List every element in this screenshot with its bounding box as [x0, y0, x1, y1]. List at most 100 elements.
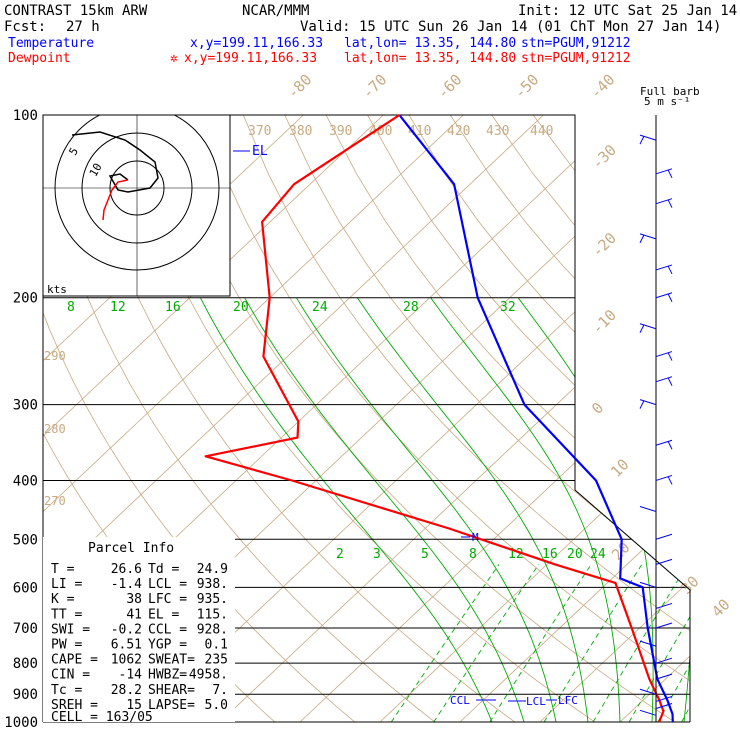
temp-legend-latlon: lat,lon= 13.35, 144.80: [344, 36, 516, 51]
dry-adiabat-line: [657, 115, 690, 722]
mixing-ratio-line: [489, 564, 592, 722]
header: CONTRAST 15km ARW NCAR/MMM Init: 12 UTC …: [4, 3, 737, 66]
theta-label: 410: [408, 124, 431, 139]
parcel-row-label: YGP =: [148, 638, 187, 653]
isotherm-line: [700, 115, 740, 722]
wind-barb-feather: [667, 352, 673, 361]
wind-barb-feather: [667, 199, 673, 208]
parcel-row-value: 15: [126, 698, 142, 713]
moist-adiabat-label: 8: [67, 300, 75, 315]
dry-adiabat-line: [574, 115, 690, 722]
moist-adiabat-label: 16: [165, 300, 181, 315]
level-markers: EL M CCL LCL LFC: [233, 144, 578, 708]
pressure-label-500: 500: [13, 532, 38, 548]
wind-barb: [655, 622, 673, 629]
theta-label: 400: [369, 124, 392, 139]
dry-adiabat-line: [242, 115, 690, 722]
parcel-row-label: SREH =: [51, 698, 98, 713]
isotherm-line: [219, 115, 690, 722]
temp-legend-xy: x,y=199.11,166.33: [190, 36, 323, 51]
dewpoint-line: [204, 114, 665, 723]
parcel-row-label: CAPE =: [51, 653, 98, 668]
hodograph-trace-lower: [102, 179, 129, 221]
mixing-ratio-label: 8: [469, 547, 477, 562]
theta-label: 430: [486, 124, 509, 139]
parcel-row-label: PW =: [51, 638, 82, 653]
pressure-label-700: 700: [13, 621, 38, 637]
parcel-row-value: 5.0: [205, 698, 228, 713]
isotherm-line: [379, 115, 690, 722]
parcel-row-label: CCL =: [148, 622, 187, 637]
wind-barb-feather: [639, 135, 645, 145]
moist-adiabat-line: [200, 297, 493, 722]
wind-barb-feather: [639, 234, 645, 244]
parcel-row-value: 115.: [197, 607, 228, 622]
parcel-row-value: 28.2: [111, 683, 142, 698]
barb-legend-title: Full barb: [640, 85, 700, 98]
hodograph-unit: kts: [47, 283, 67, 296]
pressure-label-100: 100: [13, 108, 38, 124]
wind-barb: [639, 640, 657, 647]
barb-legend-unit: 5 m s⁻¹: [644, 95, 690, 108]
theta-label: 440: [530, 124, 553, 139]
dew-legend-label: Dewpoint: [8, 51, 71, 66]
parcel-row-label: LI =: [51, 577, 82, 592]
pressure-label-200: 200: [13, 291, 38, 307]
hodograph-frame: [42, 114, 231, 297]
moist-adiabat-line: [716, 298, 740, 722]
wind-barb-feather: [667, 265, 673, 275]
mixing-ratio-label: 5: [421, 547, 429, 562]
isotherm-label-top: -70: [359, 70, 391, 102]
wind-barb: [655, 198, 673, 205]
dew-legend-latlon: lat,lon= 13.35, 144.80: [344, 51, 516, 66]
ccl-marker-label: CCL: [450, 694, 470, 707]
parcel-row-label: CIN =: [51, 668, 90, 683]
wind-barb-feather: [667, 169, 673, 179]
isotherm-label-right: 40: [708, 595, 734, 621]
isotherm-label-right: 10: [607, 455, 633, 481]
parcel-row-label: SWEAT=: [148, 653, 195, 668]
wind-barbs: [639, 115, 673, 722]
moist-adiabat-label: 12: [110, 300, 126, 315]
parcel-row-value: 935.: [197, 592, 228, 607]
wind-barb-feather: [667, 377, 673, 386]
dry-adiabat-line: [201, 115, 690, 722]
isotherm-line: [43, 115, 384, 722]
isotherm-label-right: 0: [588, 399, 607, 418]
wind-barb-feather: [639, 400, 645, 409]
parcel-row-value: 938.: [197, 577, 228, 592]
dry-adiabat-line: [118, 115, 596, 722]
pressure-label-900: 900: [13, 687, 38, 703]
dry-adiabat-line: [491, 115, 690, 722]
wind-barb-feather: [639, 324, 645, 333]
isotherm-label-top: -40: [587, 70, 619, 102]
moist-adiabat-label: 32: [500, 300, 516, 315]
parcel-row-value: 6.51: [111, 638, 142, 653]
wind-barb: [655, 673, 673, 680]
parcel-row-label: T =: [51, 562, 75, 577]
parcel-info-cell: CELL = 163/05: [51, 710, 153, 725]
parcel-row-label: TT =: [51, 607, 82, 622]
dew-legend-xy: x,y=199.11,166.33: [184, 51, 317, 66]
wind-barb: [655, 558, 673, 565]
parcel-row-value: 41: [126, 607, 142, 622]
parcel-row-label: LFC =: [148, 592, 187, 607]
parcel-row-value: 38: [126, 592, 142, 607]
pressure-label-600: 600: [13, 580, 38, 596]
mixing-ratio-line: [433, 564, 540, 722]
isotherm-label-top: -50: [511, 70, 543, 102]
parcel-row-value: 24.9: [197, 562, 228, 577]
pressure-labels: 100 200 300 400 500 600 700 800 900 1000: [4, 108, 38, 731]
parcel-row-label: SHEAR=: [148, 683, 195, 698]
parcel-row-label: Tc =: [51, 683, 82, 698]
pressure-label-400: 400: [13, 473, 38, 489]
wind-barb: [655, 439, 673, 446]
wind-barb: [639, 134, 657, 141]
dew-legend-star-icon: ✲: [170, 51, 178, 66]
parcel-row-value: 235: [205, 653, 228, 668]
pressure-label-1000: 1000: [4, 715, 38, 731]
dry-adiabat-line: [77, 115, 516, 722]
hodograph-content: [43, 115, 230, 296]
wind-barb: [655, 351, 673, 358]
